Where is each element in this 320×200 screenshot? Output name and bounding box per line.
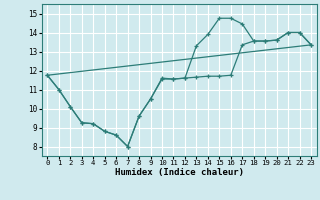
X-axis label: Humidex (Indice chaleur): Humidex (Indice chaleur) — [115, 168, 244, 177]
